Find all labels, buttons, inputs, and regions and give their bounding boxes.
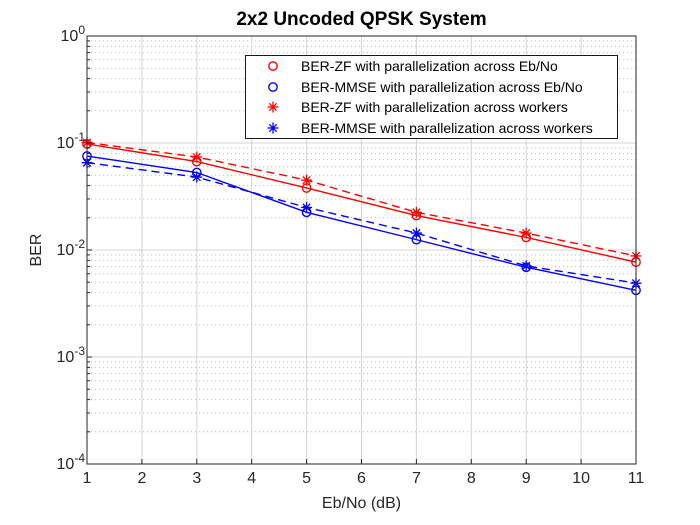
- legend[interactable]: BER-ZF with parallelization across Eb/No…: [245, 55, 618, 139]
- x-tick-label: 11: [628, 470, 645, 487]
- y-tick-label: 10-2: [57, 237, 86, 259]
- series-2: [86, 141, 637, 257]
- legend-marker-asterisk-blue-icon: [263, 120, 283, 136]
- axis-ticks: [86, 35, 637, 465]
- legend-item-mmse-workers[interactable]: BER-MMSE with parallelization across wor…: [246, 118, 617, 139]
- legend-marker-circle-blue-icon: [263, 79, 283, 95]
- y-tick-label: 10-1: [57, 130, 86, 152]
- x-tick-label: 2: [137, 470, 146, 487]
- legend-label: BER-ZF with parallelization across Eb/No: [301, 58, 558, 75]
- y-tick-label: 10-4: [57, 451, 86, 473]
- y-tick-label: 100: [61, 23, 86, 45]
- y-axis-label: BER: [28, 233, 45, 267]
- x-tick-label: 6: [357, 470, 366, 487]
- legend-item-zf-workers[interactable]: BER-ZF with parallelization across worke…: [246, 97, 617, 118]
- x-tick-label: 3: [192, 470, 201, 487]
- x-axis-label: Eb/No (dB): [321, 495, 402, 512]
- legend-label: BER-ZF with parallelization across worke…: [301, 99, 568, 116]
- series-0: [86, 143, 637, 263]
- x-tick-label: 5: [302, 470, 311, 487]
- x-tick-label: 4: [247, 470, 256, 487]
- legend-item-zf-ebno[interactable]: BER-ZF with parallelization across Eb/No: [246, 56, 617, 77]
- x-tick-label: 8: [467, 470, 476, 487]
- series-line-2: [86, 141, 637, 257]
- x-tick-labels: 1 2 3 4 5 6 7 8 9 10 11: [83, 470, 645, 487]
- chart-title: 2x2 Uncoded QPSK System: [236, 9, 487, 30]
- x-tick-label: 10: [572, 470, 590, 487]
- y-tick-label: 10-3: [57, 344, 86, 366]
- series-1: [86, 155, 637, 291]
- legend-label: BER-MMSE with parallelization across wor…: [301, 119, 593, 136]
- x-tick-label: 1: [83, 470, 92, 487]
- legend-marker-asterisk-red-icon: [263, 99, 283, 115]
- x-tick-label: 7: [412, 470, 421, 487]
- series-line-1: [86, 155, 637, 291]
- series-3: [86, 161, 637, 284]
- legend-label: BER-MMSE with parallelization across Eb/…: [301, 78, 583, 95]
- legend-marker-circle-red-icon: [263, 58, 283, 74]
- series-line-3: [86, 161, 637, 284]
- legend-item-mmse-ebno[interactable]: BER-MMSE with parallelization across Eb/…: [246, 77, 617, 98]
- y-tick-labels: 100 10-1 10-2 10-3 10-4: [57, 23, 86, 473]
- x-tick-label: 9: [522, 470, 531, 487]
- series-line-0: [86, 143, 637, 263]
